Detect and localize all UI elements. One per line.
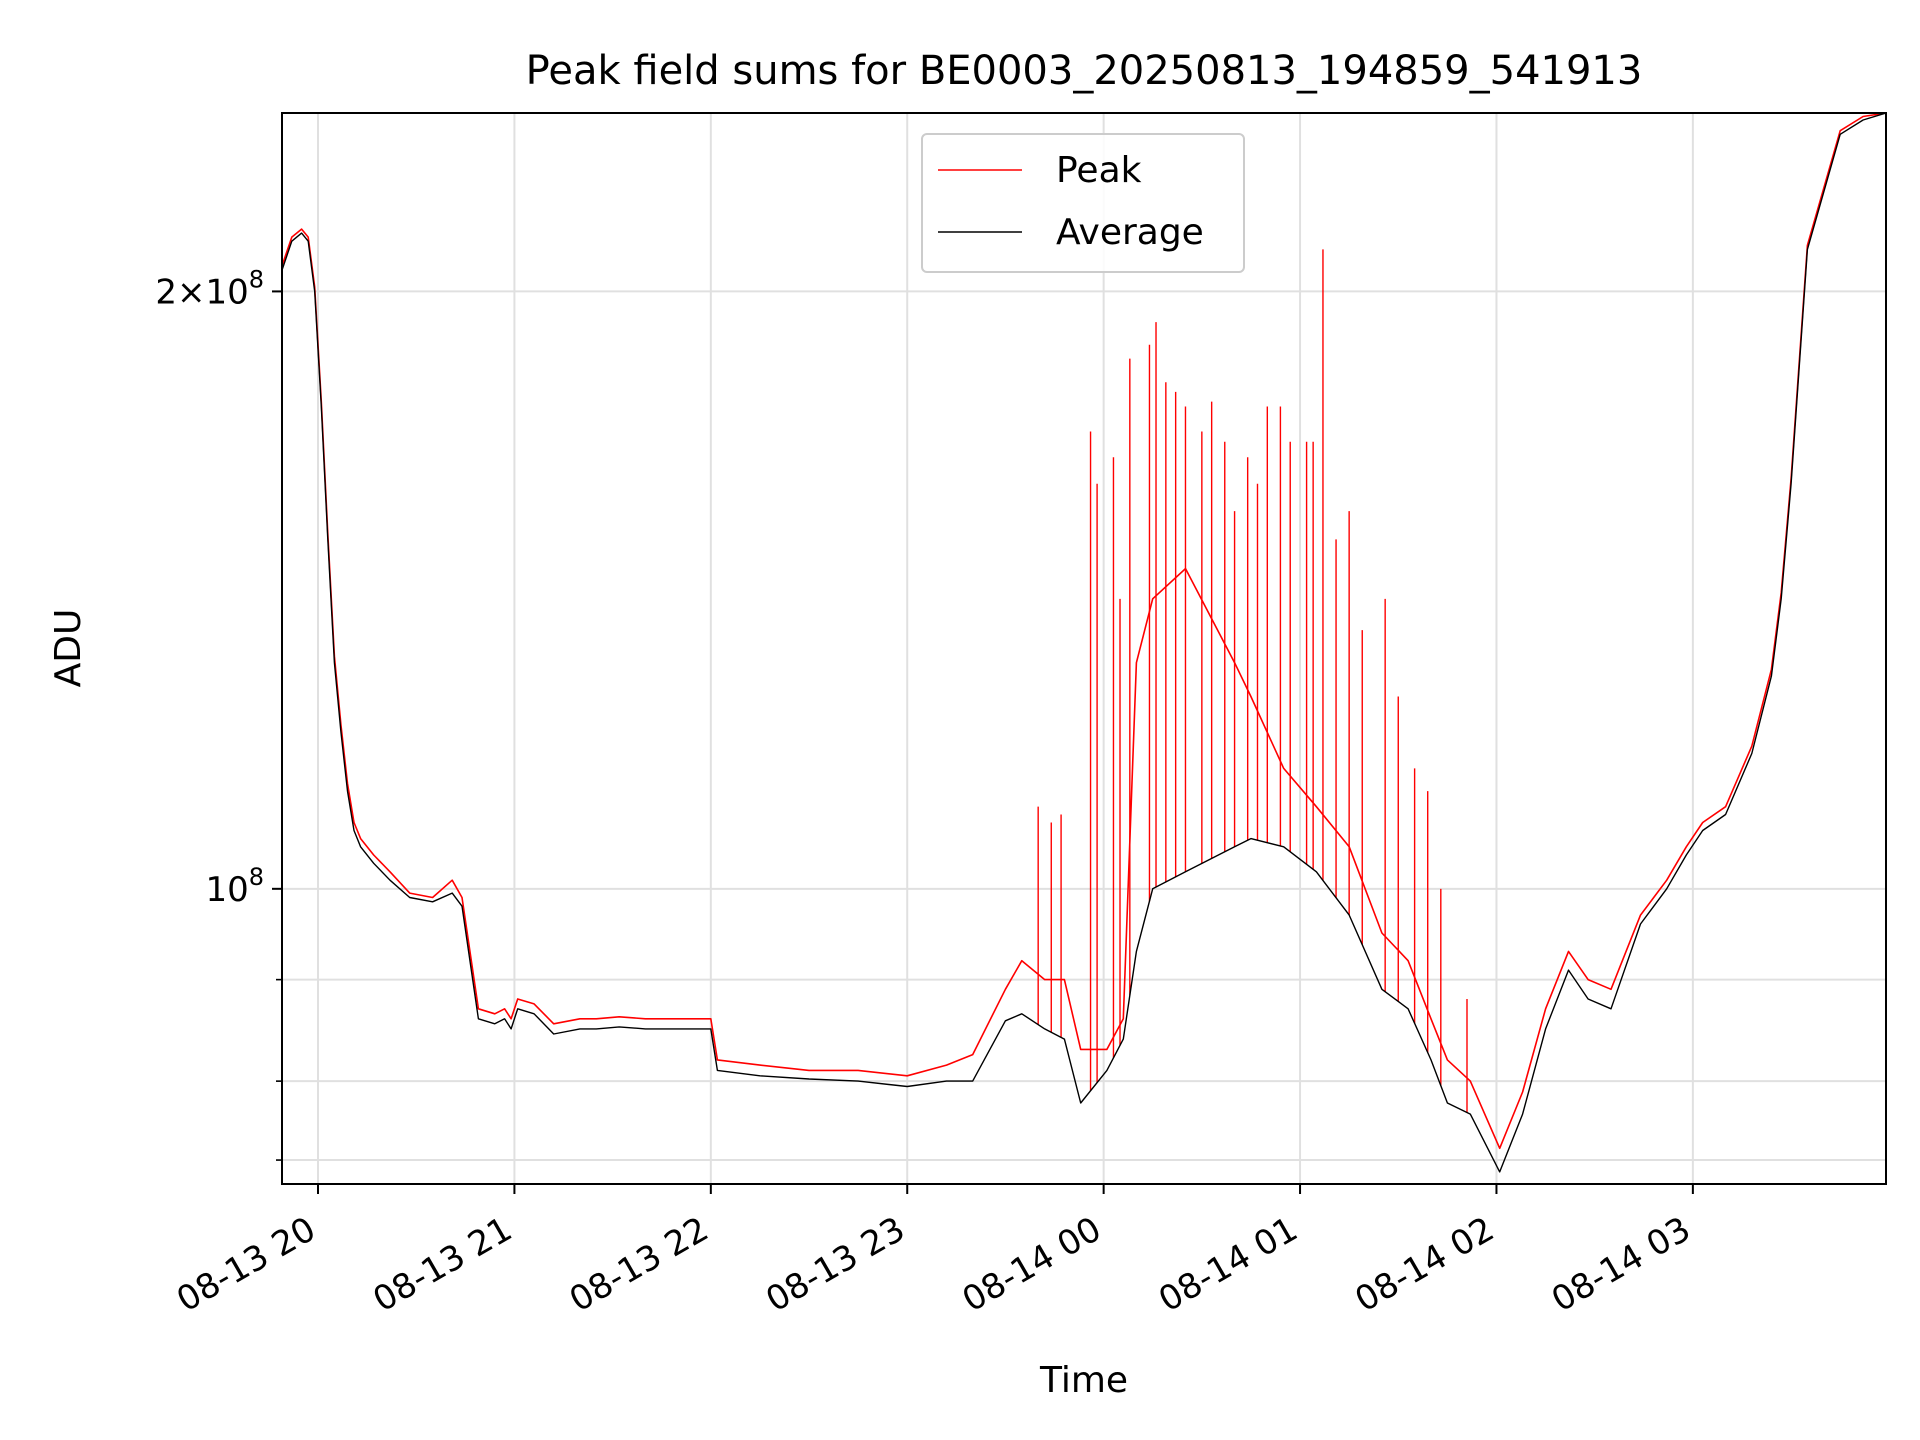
- x-axis-label: Time: [1039, 1360, 1128, 1401]
- y-axis-label: ADU: [48, 609, 89, 688]
- y-tick-label: 108: [205, 863, 264, 910]
- chart-title: Peak field sums for BE0003_20250813_1948…: [526, 48, 1643, 94]
- plot-area-frame: [281, 112, 1887, 1185]
- grid-layer: [282, 113, 1886, 1184]
- legend-average-label: Average: [1056, 212, 1204, 253]
- average-series-line: [282, 113, 1886, 1173]
- legend: Peak Average: [921, 133, 1245, 273]
- series-layer: [282, 113, 1886, 1173]
- peak-series-line: [282, 113, 1886, 1150]
- legend-peak-label: Peak: [1056, 150, 1142, 191]
- y-tick-label: 2×108: [155, 265, 264, 312]
- legend-box: [921, 133, 1245, 273]
